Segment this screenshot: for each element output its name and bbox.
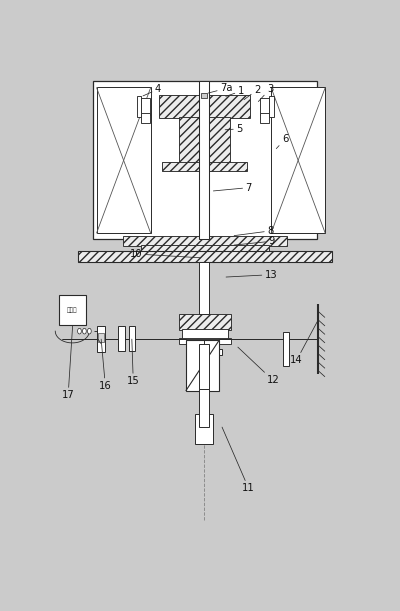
Bar [201, 93, 207, 98]
Bar [260, 98, 269, 115]
Text: 3: 3 [258, 84, 273, 101]
Bar [200, 389, 209, 427]
Text: 15: 15 [127, 339, 140, 386]
Text: 17: 17 [62, 326, 74, 400]
Circle shape [88, 328, 91, 334]
Text: 13: 13 [226, 269, 277, 280]
Bar [186, 348, 222, 354]
Bar [200, 262, 209, 314]
Text: 8: 8 [234, 226, 273, 236]
Bar [78, 251, 332, 262]
Text: 12: 12 [238, 347, 279, 385]
Bar [118, 326, 125, 351]
Text: 10: 10 [130, 249, 200, 259]
Bar [59, 295, 86, 326]
Text: 14: 14 [290, 322, 317, 365]
Bar [158, 95, 250, 117]
Bar [142, 244, 268, 253]
Text: 7: 7 [213, 183, 252, 192]
Bar [179, 338, 231, 345]
Bar [182, 329, 228, 339]
Text: 7a: 7a [208, 83, 232, 93]
Bar [141, 113, 150, 123]
Bar [282, 332, 289, 366]
Bar [97, 326, 105, 352]
Circle shape [82, 328, 86, 334]
Text: 11: 11 [222, 427, 255, 493]
Text: 2: 2 [244, 85, 260, 100]
Bar [193, 354, 216, 358]
Bar [271, 87, 325, 233]
Circle shape [78, 328, 81, 334]
Bar [98, 333, 104, 342]
Text: 6: 6 [276, 134, 288, 148]
Bar [93, 81, 317, 239]
Bar [141, 98, 150, 115]
Bar [96, 87, 151, 233]
Bar [137, 97, 141, 117]
Text: 5: 5 [225, 124, 242, 134]
Text: 9: 9 [234, 236, 275, 246]
Text: 4: 4 [143, 84, 161, 96]
Bar [199, 81, 209, 239]
Bar [179, 117, 230, 164]
Bar [186, 340, 219, 391]
Bar [269, 97, 274, 117]
Bar [195, 414, 213, 444]
Text: 计算机: 计算机 [67, 307, 78, 313]
Bar [123, 236, 287, 246]
Text: 16: 16 [99, 339, 112, 390]
Bar [260, 113, 269, 123]
Bar [200, 344, 209, 389]
Bar [162, 163, 247, 170]
Bar [179, 314, 231, 330]
Bar [129, 326, 135, 351]
Text: 1: 1 [226, 86, 244, 97]
